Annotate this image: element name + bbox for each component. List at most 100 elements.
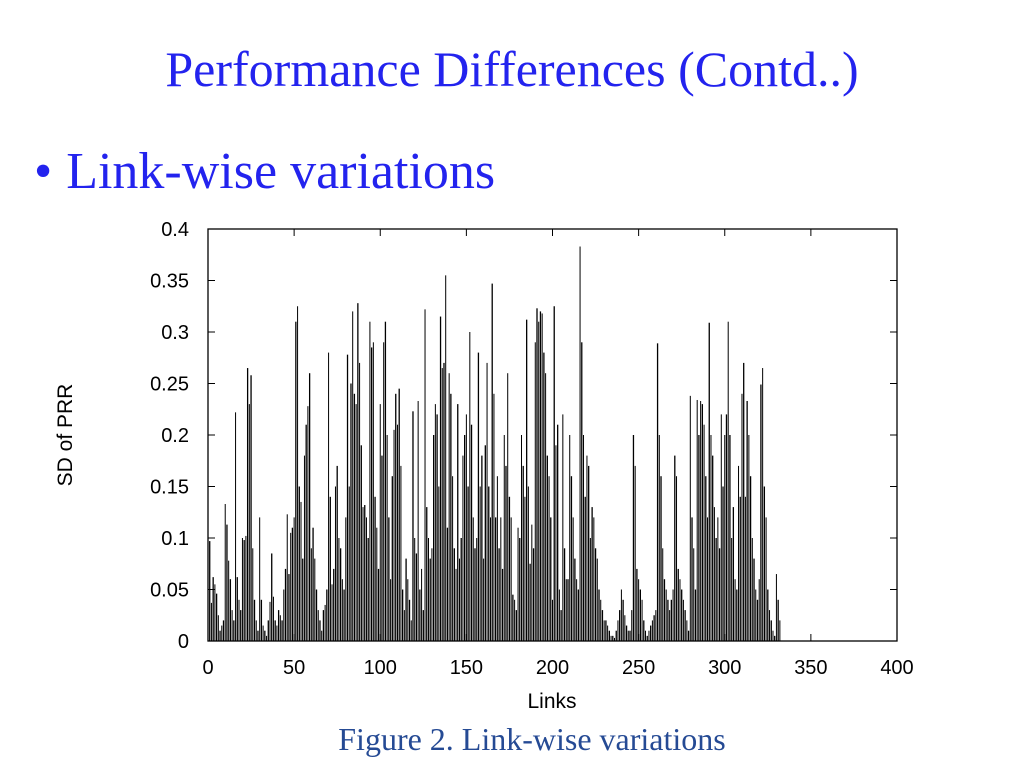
bar bbox=[376, 527, 378, 641]
bar bbox=[422, 610, 424, 641]
bar bbox=[457, 404, 459, 641]
bar bbox=[558, 589, 560, 641]
bar bbox=[749, 476, 752, 641]
bar bbox=[414, 538, 416, 641]
bar bbox=[743, 362, 745, 641]
bar bbox=[734, 579, 736, 641]
bullet-marker: • bbox=[34, 143, 53, 200]
bar bbox=[228, 560, 230, 641]
bar bbox=[557, 424, 559, 641]
bar bbox=[300, 501, 302, 641]
bar bbox=[433, 435, 435, 641]
bar bbox=[339, 548, 342, 641]
bar bbox=[331, 584, 333, 641]
bar bbox=[501, 568, 504, 641]
bar bbox=[687, 630, 690, 641]
bar bbox=[727, 321, 729, 641]
bar bbox=[272, 596, 274, 641]
bar bbox=[614, 637, 616, 641]
bar bbox=[284, 568, 287, 641]
bar bbox=[713, 507, 715, 641]
bar bbox=[696, 399, 698, 641]
bar bbox=[229, 579, 232, 641]
bar bbox=[676, 476, 678, 641]
bar bbox=[546, 455, 548, 641]
bar bbox=[467, 486, 469, 641]
bar bbox=[710, 435, 712, 641]
bar bbox=[221, 625, 223, 641]
bar bbox=[496, 476, 498, 641]
bar bbox=[669, 610, 671, 641]
bar bbox=[707, 517, 709, 641]
bar bbox=[581, 342, 583, 641]
bar bbox=[219, 630, 221, 641]
bar bbox=[739, 496, 741, 641]
bar bbox=[222, 620, 225, 641]
bar bbox=[452, 476, 454, 641]
bar bbox=[431, 548, 433, 641]
bar bbox=[436, 414, 438, 641]
bar bbox=[438, 486, 440, 641]
bar bbox=[650, 625, 652, 641]
bar bbox=[732, 507, 735, 641]
bar bbox=[343, 589, 345, 641]
bar bbox=[574, 558, 576, 641]
bar bbox=[370, 347, 373, 641]
bar bbox=[315, 589, 318, 641]
x-axis-tick-labels: 0 50 100 150 200 250 300 350 400 bbox=[202, 657, 913, 679]
bar bbox=[577, 589, 579, 641]
y-axis-label: SD of PRR bbox=[54, 384, 77, 487]
bar bbox=[775, 574, 777, 641]
bar bbox=[393, 429, 395, 641]
bar bbox=[498, 548, 500, 641]
bar bbox=[400, 465, 402, 641]
bar bbox=[453, 548, 455, 641]
bar bbox=[429, 558, 431, 641]
bar bbox=[446, 527, 449, 641]
bar bbox=[563, 548, 566, 641]
x-axis-label: Links bbox=[527, 690, 576, 713]
bar bbox=[464, 435, 466, 641]
bar bbox=[474, 548, 476, 641]
bar bbox=[445, 275, 447, 641]
bar bbox=[288, 574, 290, 641]
bar bbox=[510, 517, 512, 641]
bar bbox=[350, 383, 352, 641]
bar bbox=[360, 445, 362, 641]
bar bbox=[653, 615, 655, 641]
bar bbox=[503, 435, 505, 641]
bar bbox=[388, 517, 390, 641]
bar bbox=[493, 393, 495, 641]
bar bbox=[286, 514, 288, 641]
bullet-item: • Link-wise variations bbox=[34, 140, 495, 204]
bar bbox=[526, 319, 528, 641]
bar bbox=[279, 615, 281, 641]
bar bbox=[427, 538, 429, 641]
bar bbox=[746, 401, 748, 641]
bar bbox=[731, 538, 733, 641]
bar bbox=[235, 412, 237, 641]
bar bbox=[303, 455, 305, 641]
bar bbox=[753, 558, 755, 641]
y-tick-label: 0.4 bbox=[161, 219, 189, 241]
bar bbox=[398, 388, 400, 641]
bar bbox=[241, 538, 243, 641]
bar bbox=[562, 414, 564, 641]
bar bbox=[257, 630, 259, 641]
bar bbox=[667, 599, 669, 641]
bar bbox=[651, 620, 653, 641]
bar bbox=[462, 455, 464, 641]
bar bbox=[267, 620, 269, 641]
y-tick-label: 0.15 bbox=[150, 477, 189, 499]
bar bbox=[417, 401, 419, 641]
bar bbox=[348, 486, 350, 641]
y-tick-label: 0.1 bbox=[161, 528, 189, 550]
bar bbox=[608, 630, 610, 641]
bar bbox=[774, 635, 776, 641]
bar bbox=[703, 424, 705, 641]
bar bbox=[627, 630, 629, 641]
bar bbox=[777, 599, 779, 641]
bar bbox=[362, 507, 364, 641]
bar bbox=[352, 311, 354, 641]
bar bbox=[338, 538, 340, 641]
